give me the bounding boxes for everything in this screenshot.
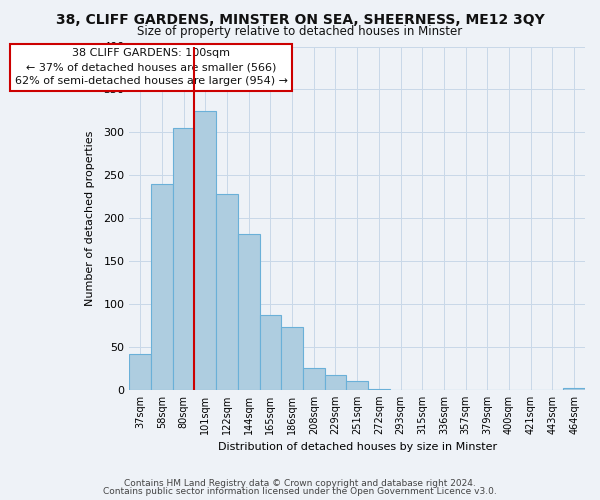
Text: 38 CLIFF GARDENS: 100sqm
← 37% of detached houses are smaller (566)
62% of semi-: 38 CLIFF GARDENS: 100sqm ← 37% of detach…	[14, 48, 287, 86]
Bar	[238, 234, 260, 390]
Bar	[563, 388, 585, 390]
Bar	[130, 354, 151, 390]
Bar	[216, 194, 238, 390]
Bar	[260, 315, 281, 390]
X-axis label: Distribution of detached houses by size in Minster: Distribution of detached houses by size …	[218, 442, 497, 452]
Y-axis label: Number of detached properties: Number of detached properties	[85, 130, 95, 306]
Bar	[281, 327, 303, 390]
Text: Contains HM Land Registry data © Crown copyright and database right 2024.: Contains HM Land Registry data © Crown c…	[124, 478, 476, 488]
Bar	[151, 184, 173, 390]
Bar	[368, 389, 390, 390]
Text: 38, CLIFF GARDENS, MINSTER ON SEA, SHEERNESS, ME12 3QY: 38, CLIFF GARDENS, MINSTER ON SEA, SHEER…	[56, 12, 544, 26]
Bar	[173, 128, 194, 390]
Bar	[346, 381, 368, 390]
Bar	[303, 368, 325, 390]
Bar	[194, 111, 216, 390]
Text: Size of property relative to detached houses in Minster: Size of property relative to detached ho…	[137, 25, 463, 38]
Bar	[325, 375, 346, 390]
Text: Contains public sector information licensed under the Open Government Licence v3: Contains public sector information licen…	[103, 487, 497, 496]
